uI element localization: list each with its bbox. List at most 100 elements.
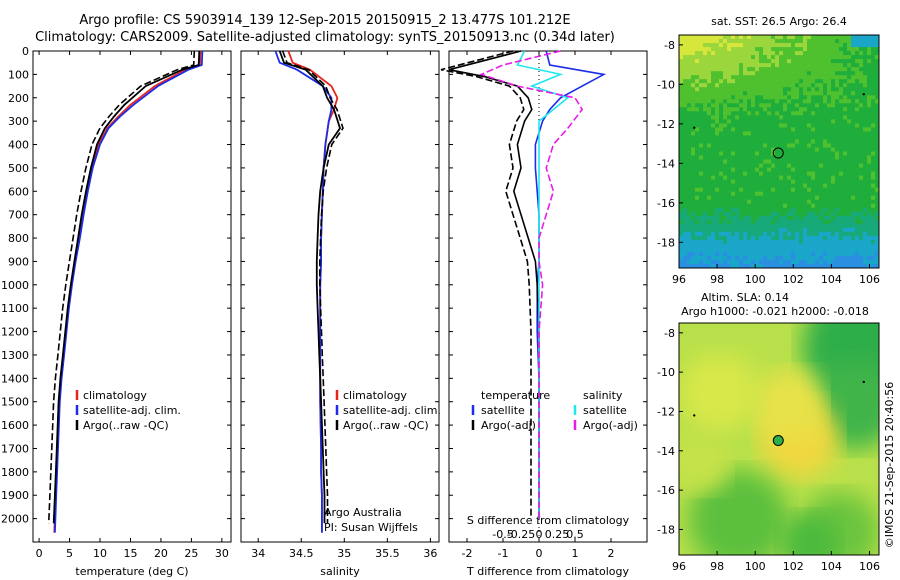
x-tick-label: 106 <box>859 273 880 286</box>
difference-frame <box>448 50 648 543</box>
legend-label: Argo(-adj) <box>481 419 536 432</box>
legend-label: climatology <box>83 389 147 402</box>
sla-blob <box>779 513 839 555</box>
x-tick-label: 35 <box>337 547 351 560</box>
legend-label: Argo(-adj) <box>583 419 638 432</box>
y-tick-label: -18 <box>657 236 675 249</box>
copyright-label: ©IMOS 21-Sep-2015 20:40:56 <box>883 382 896 548</box>
s-axis-label: S difference from climatology <box>467 514 630 527</box>
sst-map-title: sat. SST: 26.5 Argo: 26.4 <box>711 15 847 28</box>
profile-location-marker <box>772 147 784 159</box>
legend-label: Argo(..raw -QC) <box>83 419 169 432</box>
y-tick-label: 800 <box>8 232 29 245</box>
x-tick-label: 25 <box>184 547 198 560</box>
y-tick-label: 1100 <box>1 302 29 315</box>
panel-sst_map: 96 98 100 102 104 106 -8 -10 -12 -14 -16 -18 sat. SS… <box>657 15 880 286</box>
y-tick-label: -10 <box>657 366 675 379</box>
x-tick-label: 98 <box>710 560 724 573</box>
x-tick-label: 0 <box>36 547 43 560</box>
sla-map-title: Altim. SLA: 0.14 <box>701 291 789 304</box>
legend-header: salinity <box>583 389 623 402</box>
temperature-frame <box>32 50 232 543</box>
x-tick-label: 34 <box>251 547 265 560</box>
series-line-3 <box>479 50 584 519</box>
series-line-1 <box>54 50 204 533</box>
x-tick-label: 106 <box>859 560 880 573</box>
y-tick-label: 1800 <box>1 466 29 479</box>
x-tick-label: 0 <box>536 547 543 560</box>
legend-label: satellite-adj. clim. <box>343 404 441 417</box>
x-tick-label: 98 <box>710 273 724 286</box>
x-tick-label: 10 <box>93 547 107 560</box>
sla-blob <box>679 352 759 433</box>
x-axis-label: temperature (deg C) <box>75 565 188 578</box>
s-tick-label: 0.5 <box>566 528 584 541</box>
x-tick-label: 36 <box>423 547 437 560</box>
y-tick-label: -16 <box>657 484 675 497</box>
y-tick-label: 400 <box>8 139 29 152</box>
legend-header: temperature <box>481 389 550 402</box>
x-axis-label: T difference from climatology <box>466 565 629 578</box>
legend-label: satellite-adj. clim. <box>83 404 181 417</box>
y-tick-label: 700 <box>8 209 29 222</box>
y-tick-label: 1000 <box>1 279 29 292</box>
sla-map-subtitle: Argo h1000: -0.021 h2000: -0.018 <box>681 305 869 318</box>
y-tick-label: 0 <box>22 45 29 58</box>
island-marker <box>693 414 696 417</box>
title-line-1: Argo profile: CS 5903914_139 12-Sep-2015… <box>79 13 571 28</box>
y-tick-label: 500 <box>8 162 29 175</box>
sla-blob <box>679 432 729 493</box>
y-tick-label: 600 <box>8 185 29 198</box>
legend-label: satellite <box>481 404 525 417</box>
salinity-frame <box>240 50 440 543</box>
x-tick-label: 100 <box>745 273 766 286</box>
legend-label: climatology <box>343 389 407 402</box>
island-marker <box>862 380 865 384</box>
x-tick-label: 30 <box>215 547 229 560</box>
x-tick-label: 102 <box>783 560 804 573</box>
sst_map-frame <box>678 34 880 269</box>
x-tick-label: 34.5 <box>289 547 314 560</box>
island-marker <box>693 126 696 130</box>
y-tick-label: -16 <box>657 197 675 210</box>
y-tick-label: 1400 <box>1 372 29 385</box>
y-tick-label: 2000 <box>1 513 29 526</box>
x-tick-label: -2 <box>462 547 473 560</box>
x-tick-label: -1 <box>498 547 509 560</box>
y-tick-label: 1600 <box>1 419 29 432</box>
x-axis-label: salinity <box>320 565 360 578</box>
y-tick-label: 1500 <box>1 396 29 409</box>
sla_map-field <box>679 323 879 555</box>
y-tick-label: -14 <box>657 157 675 170</box>
s-tick-label: -0.5 <box>492 528 513 541</box>
series-line-dashed <box>281 50 344 524</box>
panel-temperature: 0 5 10 15 20 25 30 temperature (deg C) 0 100 200 30… <box>1 45 232 578</box>
y-tick-label: -14 <box>657 445 675 458</box>
x-tick-label: 104 <box>821 560 842 573</box>
x-tick-label: 96 <box>672 560 686 573</box>
y-tick-label: 900 <box>8 255 29 268</box>
sla-blob <box>754 369 824 440</box>
x-tick-label: 100 <box>745 560 766 573</box>
s-tick-label: 0.25 <box>545 528 570 541</box>
y-tick-label: -8 <box>664 327 675 340</box>
annotation: PI: Susan Wijffels <box>324 521 418 534</box>
x-tick-label: 20 <box>154 547 168 560</box>
x-tick-label: 15 <box>123 547 137 560</box>
y-tick-label: -12 <box>657 118 675 131</box>
y-tick-label: 1200 <box>1 326 29 339</box>
y-tick-label: 1700 <box>1 442 29 455</box>
y-tick-label: -8 <box>664 39 675 52</box>
series-line-dashed <box>440 50 532 519</box>
panel-difference: -2 -1 0 1 2 T difference from climatology S di… <box>440 50 648 578</box>
y-tick-label: 300 <box>8 115 29 128</box>
sst_map-field <box>679 35 879 268</box>
series-line-2 <box>52 50 201 524</box>
x-tick-label: 1 <box>572 547 579 560</box>
island-marker <box>862 93 865 96</box>
x-tick-label: 5 <box>66 547 73 560</box>
sla_map-frame <box>678 322 880 556</box>
series-line-dashed <box>47 50 196 524</box>
x-tick-label: 96 <box>672 273 686 286</box>
